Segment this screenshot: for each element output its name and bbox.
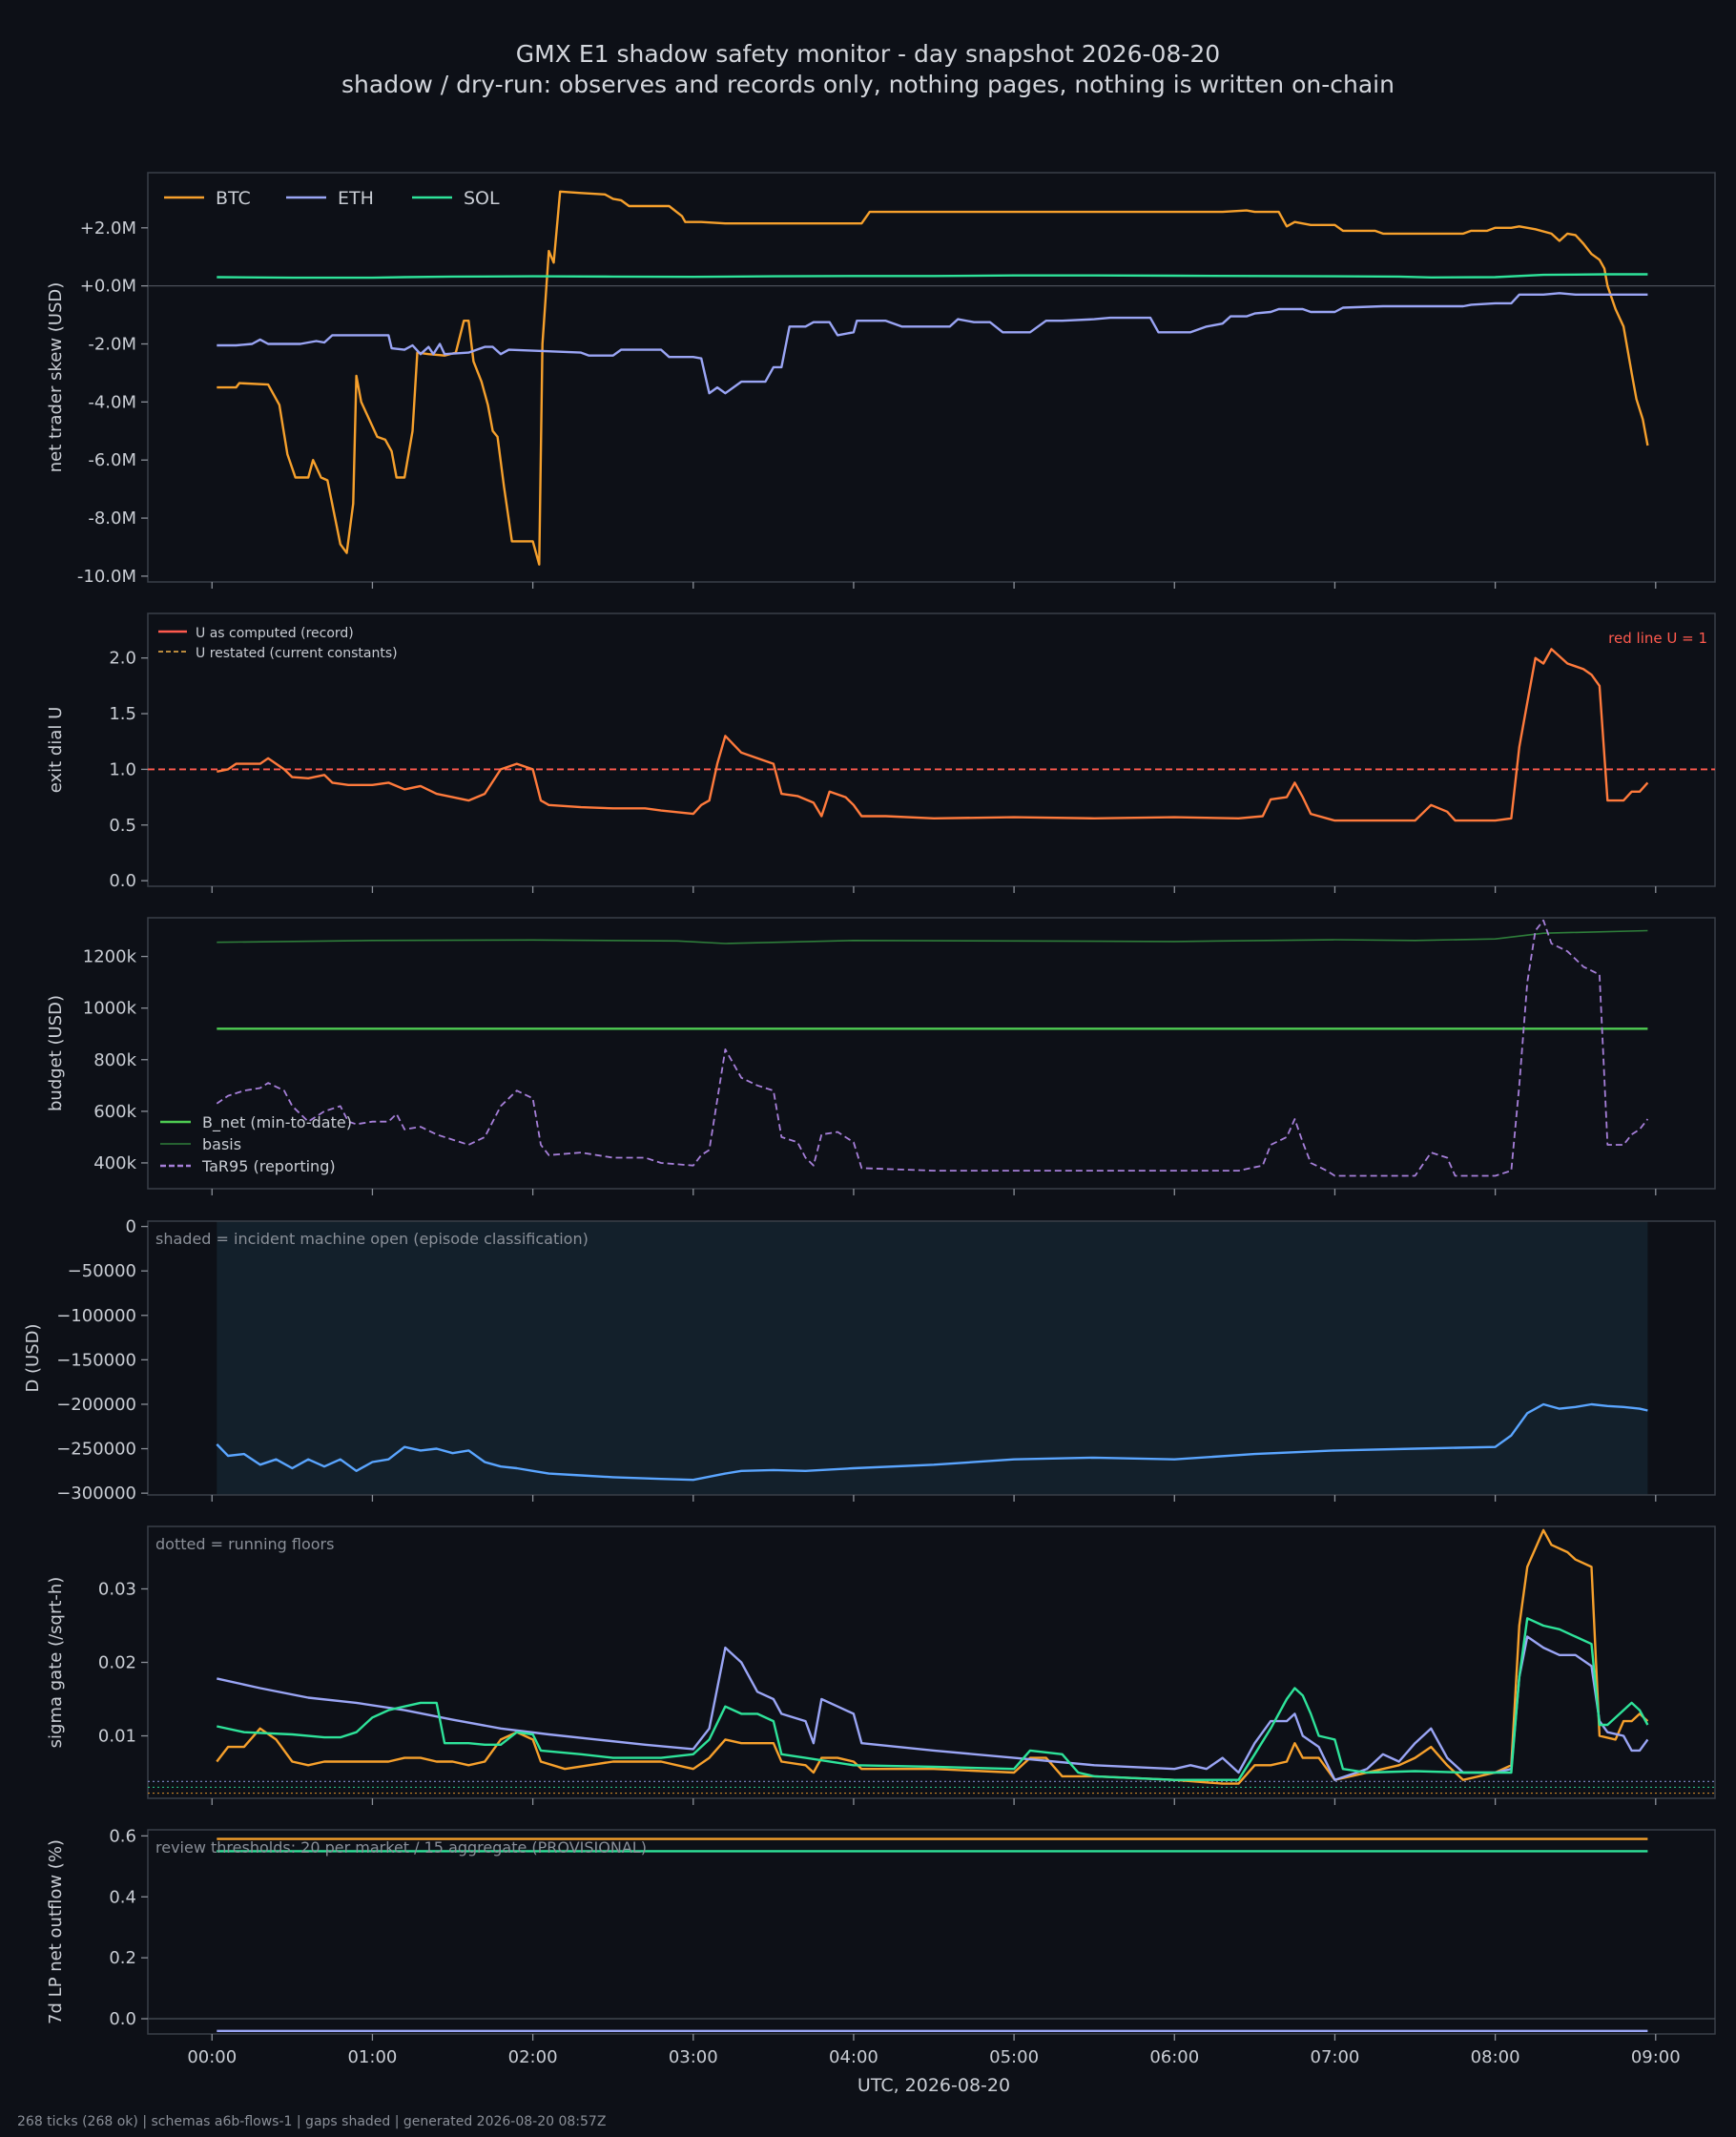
- chart-title: GMX E1 shadow safety monitor - day snaps…: [515, 40, 1221, 68]
- y-tick-label: 0.2: [109, 1948, 136, 1968]
- series-line-basis: [217, 929, 1648, 944]
- y-tick-label: 0.0: [109, 871, 136, 891]
- panel-frame: [147, 612, 1716, 887]
- x-tick-label: 07:00: [1311, 2047, 1360, 2067]
- panel-1: +2.0M +0.0M -2.0M -4.0M -6.0M -8.0M -10.0M net …: [46, 172, 1716, 589]
- x-tick-label: 08:00: [1471, 2047, 1520, 2067]
- x-tick-label: 01:00: [347, 2047, 397, 2067]
- x-tick-label: 02:00: [508, 2047, 558, 2067]
- footer-status: 268 ticks (268 ok) | schemas a6b-flows-1…: [17, 2114, 607, 2129]
- panel-2: 0.0 0.5 1.0 1.5 2.0 exit dial U red line U = 1: [46, 612, 1716, 893]
- y-tick-label: −100000: [56, 1306, 136, 1326]
- incident-shade: [217, 1221, 1648, 1495]
- y-tick-label: −150000: [56, 1350, 136, 1370]
- y-tick-label: −250000: [56, 1440, 136, 1460]
- y-axis-label: exit dial U: [46, 707, 66, 794]
- legend-budget: B_net (min-to-date) basis TaR95 (reporting…: [160, 1113, 352, 1175]
- series-line-eth: [217, 292, 1648, 395]
- panel-6: 0.0 0.2 0.4 0.6 7d LP net outflow (%) review …: [46, 1826, 1716, 2041]
- y-tick-label: -6.0M: [88, 450, 136, 470]
- y-tick-label: 1000k: [83, 999, 137, 1019]
- y-tick-label: -10.0M: [77, 567, 136, 587]
- y-tick-label: 0.01: [98, 1727, 136, 1747]
- y-tick-label: −300000: [56, 1483, 136, 1504]
- legend-label: ETH: [338, 188, 374, 209]
- x-tick-label: 00:00: [187, 2047, 237, 2067]
- y-axis-label: net trader skew (USD): [46, 282, 66, 473]
- legend-exit-dial: U as computed (record) U restated (curren…: [158, 626, 398, 661]
- y-tick-label: 1200k: [83, 947, 137, 967]
- panel-note: review thresholds: 20 per market / 15 ag…: [155, 1838, 647, 1857]
- y-tick-label: -2.0M: [88, 335, 136, 355]
- chart-subtitle: shadow / dry-run: observes and records o…: [341, 71, 1395, 98]
- y-tick-label: −50000: [68, 1261, 136, 1281]
- y-tick-label: 0.4: [109, 1887, 136, 1907]
- series-line-d: [216, 1402, 1648, 1482]
- y-tick-label: −200000: [56, 1395, 136, 1415]
- y-tick-label: -4.0M: [88, 392, 136, 412]
- series-line-sol: [217, 1617, 1649, 1781]
- series-line-sol: [217, 273, 1648, 280]
- y-tick-label: 0.02: [98, 1653, 136, 1673]
- y-tick-label: 2.0: [109, 649, 136, 669]
- panel-note: shaded = incident machine open (episode …: [155, 1230, 589, 1248]
- legend-label: TaR95 (reporting): [201, 1157, 336, 1175]
- x-tick-label: 09:00: [1631, 2047, 1681, 2067]
- y-tick-label: 0.03: [98, 1579, 136, 1599]
- x-tick-label: 05:00: [989, 2047, 1039, 2067]
- series-line-btc: [216, 1528, 1649, 1785]
- x-axis: 00:00 01:00 02:00 03:00 04:00 05:00 06:00 07:00…: [187, 2047, 1680, 2096]
- y-tick-label: 1.5: [109, 704, 136, 724]
- series-line-tar95-reporting-: [216, 919, 1649, 1177]
- panel-frame: [147, 172, 1716, 583]
- y-axis-label: 7d LP net outflow (%): [46, 1839, 66, 2024]
- legend-label: SOL: [464, 188, 500, 209]
- legend-label: U as computed (record): [196, 626, 354, 641]
- legend-skew: BTC ETH SOL: [164, 188, 500, 209]
- series-line-btc: [217, 190, 1649, 566]
- y-tick-label: 0.5: [109, 816, 136, 836]
- legend-label: basis: [202, 1135, 241, 1153]
- panel-3: 400k 600k 800k 1000k 1200k budget (USD): [46, 917, 1716, 1195]
- y-tick-label: 0.6: [109, 1826, 136, 1846]
- legend-label: BTC: [216, 188, 251, 209]
- y-tick-label: 600k: [93, 1102, 136, 1122]
- legend-label: U restated (current constants): [196, 646, 398, 661]
- y-tick-label: -8.0M: [88, 508, 136, 529]
- y-axis-label: budget (USD): [46, 995, 66, 1111]
- panel-frame: [147, 1525, 1716, 1799]
- y-tick-label: +0.0M: [80, 277, 136, 297]
- x-tick-label: 03:00: [669, 2047, 718, 2067]
- legend-label: B_net (min-to-date): [202, 1113, 352, 1132]
- y-tick-label: 0.0: [109, 2009, 136, 2029]
- x-tick-label: 06:00: [1149, 2047, 1199, 2067]
- y-tick-label: 0: [126, 1217, 136, 1237]
- series-line-u-as-computed-record-: [217, 648, 1649, 822]
- y-tick-label: +2.0M: [80, 218, 136, 239]
- y-tick-label: 400k: [93, 1153, 136, 1173]
- y-axis-label: D (USD): [23, 1323, 43, 1392]
- series-line-eth: [217, 1635, 1649, 1781]
- panel-4: 0 −50000 −100000 −150000 −200000 −250000 −3000…: [23, 1217, 1716, 1504]
- y-axis-label: sigma gate (/sqrt-h): [46, 1577, 66, 1749]
- panel-frame: [147, 1829, 1716, 2035]
- x-tick-label: 04:00: [829, 2047, 878, 2067]
- y-tick-label: 800k: [93, 1050, 136, 1070]
- y-tick-label: 1.0: [109, 759, 136, 779]
- panel-frame: [147, 917, 1716, 1190]
- panel-note: dotted = running floors: [155, 1535, 334, 1553]
- red-line-label: red line U = 1: [1608, 630, 1707, 647]
- panel-5: 0.01 0.02 0.03 sigma gate (/sqrt-h) dotted =…: [46, 1525, 1716, 1805]
- panel-frame: [147, 1220, 1716, 1496]
- x-axis-label: UTC, 2026-08-20: [858, 2075, 1010, 2096]
